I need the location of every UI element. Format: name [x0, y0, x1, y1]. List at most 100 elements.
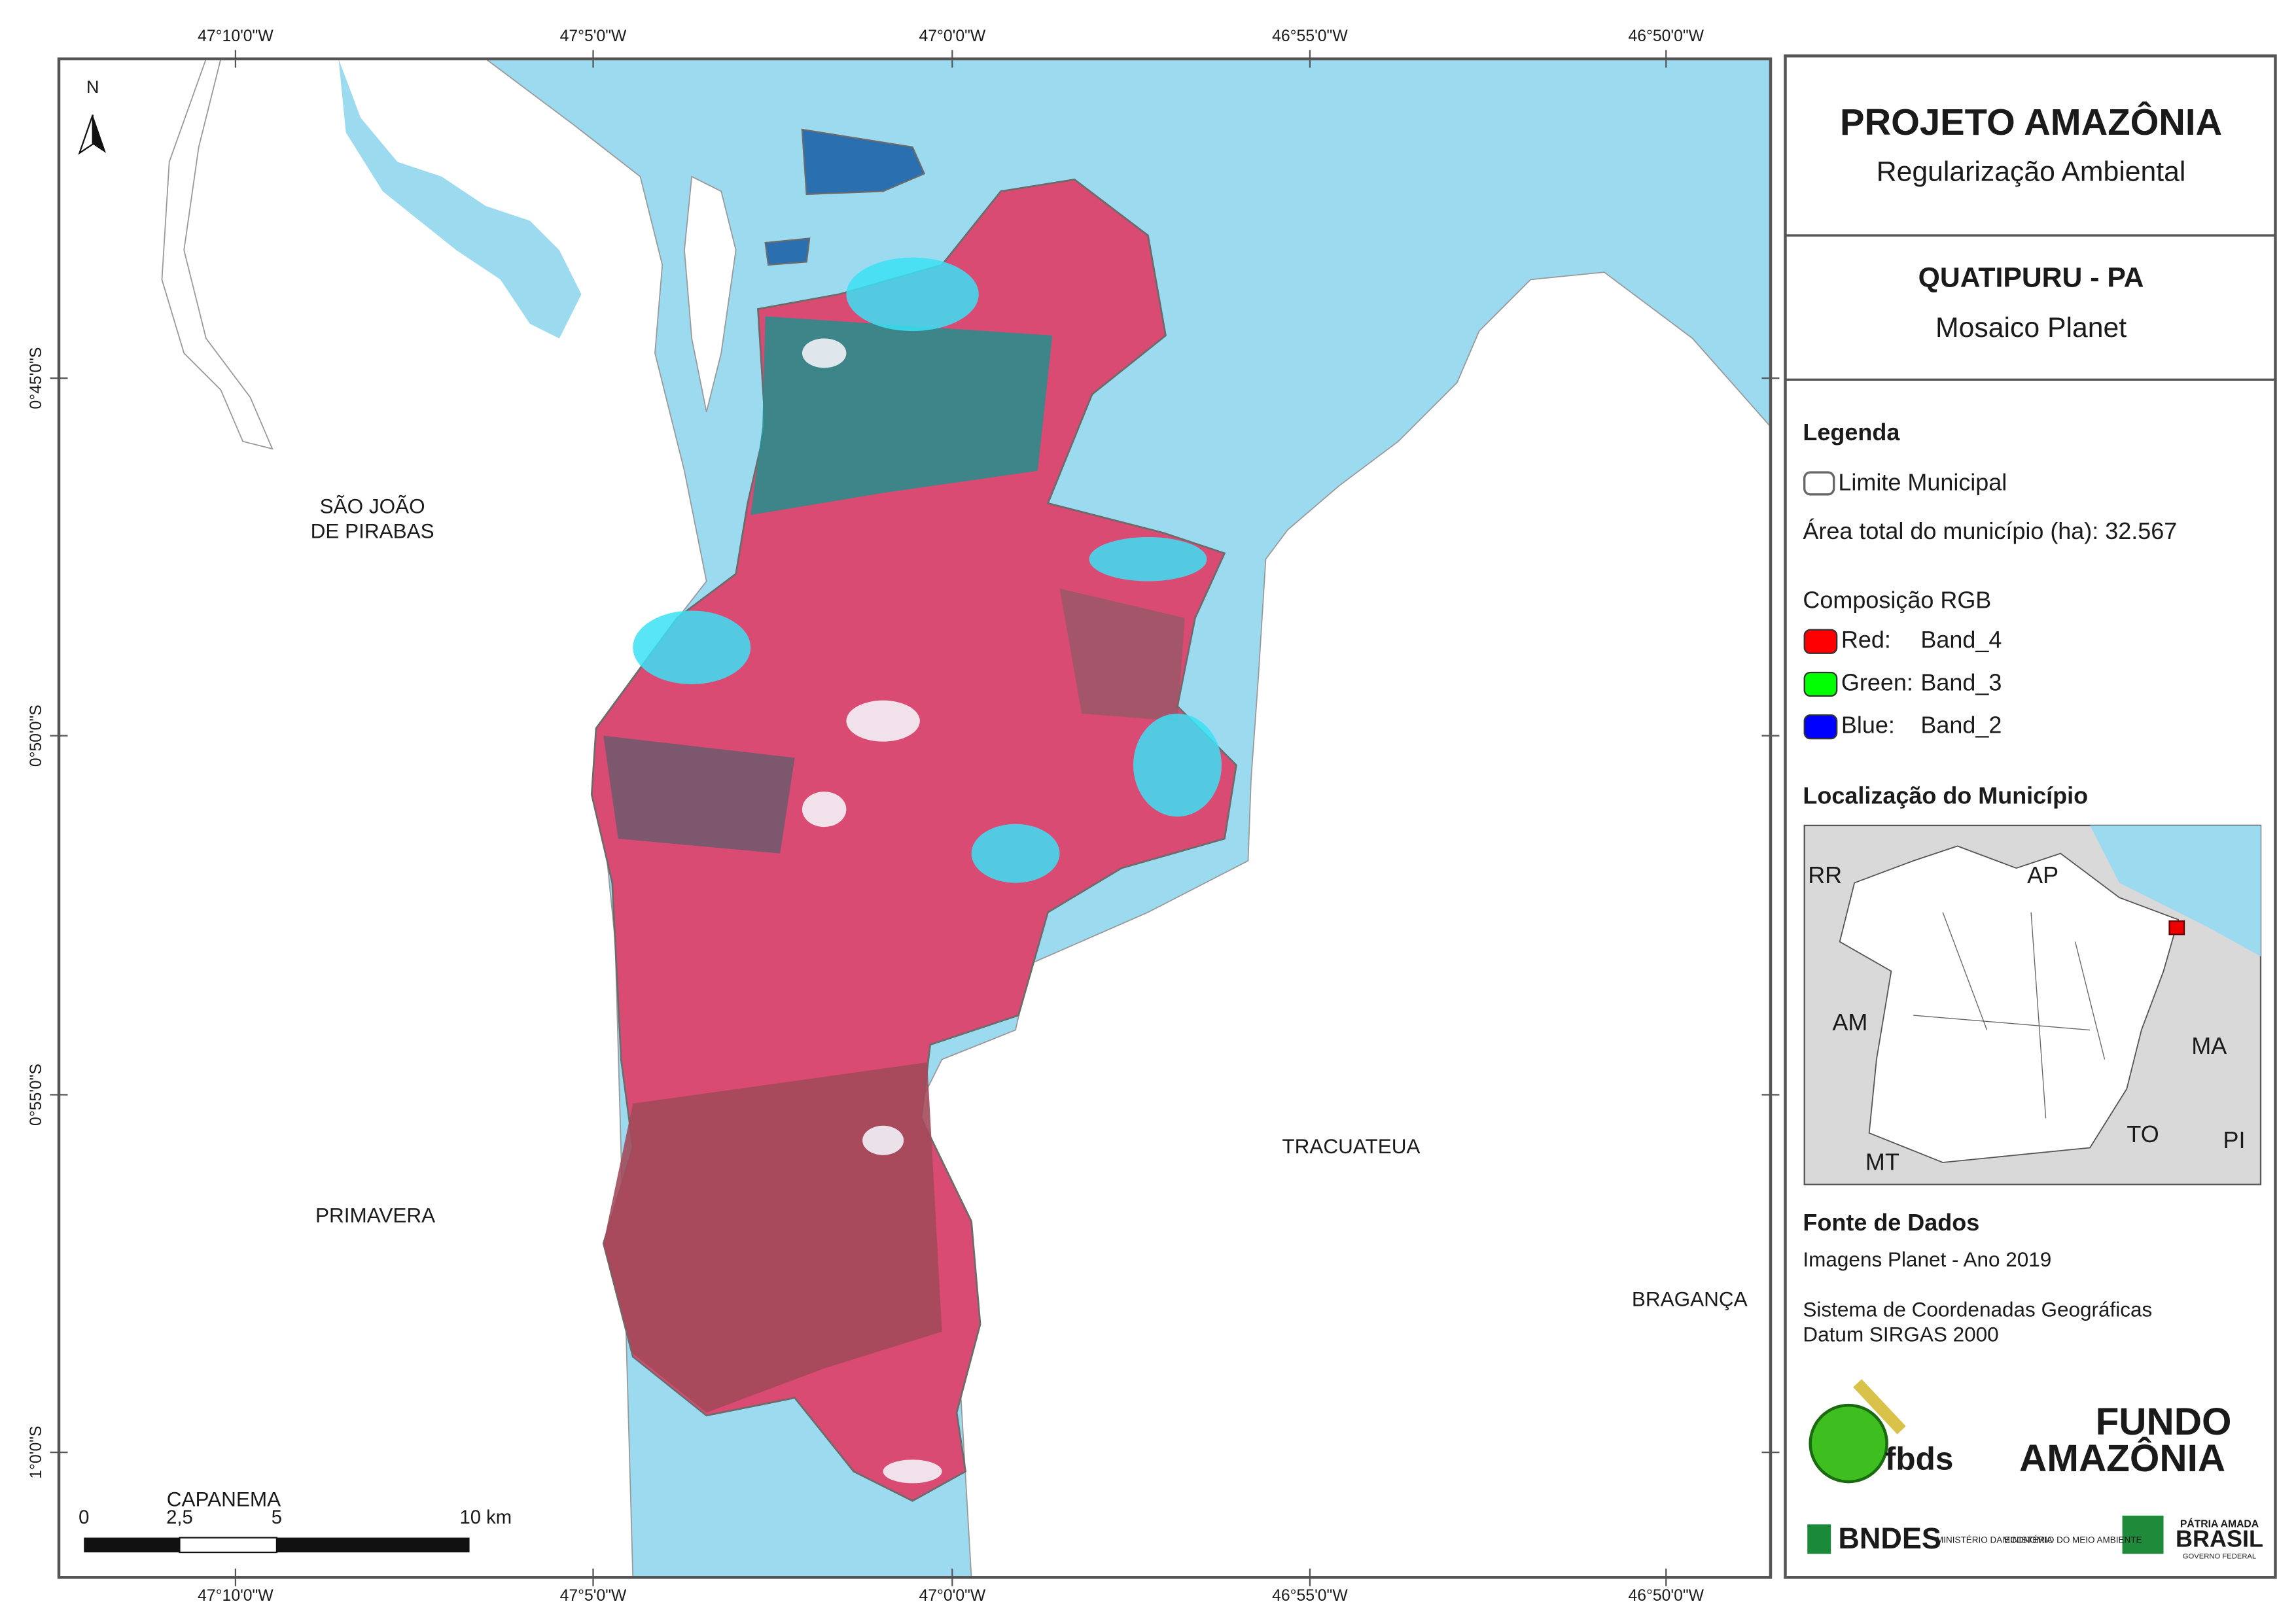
- logo-text: MINISTÉRIO DA ECONOMIA: [1936, 1535, 2053, 1545]
- limit-swatch: [1803, 471, 1835, 496]
- band-label: Green:: [1841, 669, 1913, 695]
- cloud: [846, 700, 920, 742]
- location-inset: [1803, 824, 2262, 1185]
- longitude-label: 47°0'0"W: [919, 1587, 985, 1605]
- longitude-label: 47°0'0"W: [919, 27, 985, 45]
- place-name: SÃO JOÃO: [320, 494, 425, 517]
- state-label: RR: [1808, 862, 1842, 888]
- state-label: MT: [1865, 1149, 1899, 1176]
- latitude-label: 0°45'0"S: [27, 347, 45, 410]
- fbds-logo-bar: [1853, 1379, 1906, 1435]
- brasil-logo: [2122, 1515, 2164, 1554]
- state-label: MA: [2191, 1032, 2227, 1059]
- longitude-label: 46°55'0"W: [1272, 27, 1348, 45]
- logo-text: BNDES: [1838, 1522, 1941, 1555]
- island: [684, 175, 737, 413]
- longitude-label: 47°10'0"W: [198, 27, 274, 45]
- band-label: Red:: [1841, 626, 1891, 653]
- inset-sea: [2090, 825, 2261, 957]
- islet: [764, 237, 811, 266]
- source-text: Datum SIRGAS 2000: [1803, 1323, 1998, 1346]
- panel-title: PROJETO AMAZÔNIA: [1840, 101, 2222, 143]
- water-patch: [633, 610, 751, 684]
- state-label: AP: [2027, 862, 2058, 888]
- logo-text: MINISTÉRIO DO MEIO AMBIENTE: [2003, 1535, 2142, 1545]
- state-label: TO: [2127, 1121, 2159, 1147]
- longitude-label: 46°50'0"W: [1628, 27, 1704, 45]
- place-name: PRIMAVERA: [315, 1204, 435, 1227]
- scene-haze: [603, 735, 795, 854]
- location-title: Localização do Município: [1803, 782, 2088, 809]
- scale-segment: [84, 1537, 180, 1553]
- latitude-label: 1°0'0"S: [27, 1425, 45, 1478]
- panel-subtitle: Regularização Ambiental: [1877, 156, 2186, 188]
- fbds-logo: [1809, 1403, 1888, 1484]
- band-name: Band_4: [1920, 626, 2002, 653]
- latitude-label: 0°50'0"S: [27, 705, 45, 767]
- state-label: PI: [2223, 1126, 2246, 1153]
- north-arrow: [78, 114, 106, 155]
- cloud-patches: [802, 338, 942, 1484]
- scale-label: 2,5: [166, 1507, 193, 1528]
- mosaic-name: Mosaico Planet: [1935, 312, 2127, 343]
- panel-frame: [1784, 54, 2277, 1579]
- islet: [801, 128, 926, 196]
- map-frame: [57, 57, 1773, 1579]
- scale-segment: [179, 1537, 278, 1554]
- scene-grey: [1059, 588, 1185, 722]
- logo-text: GOVERNO FEDERAL: [2183, 1553, 2256, 1561]
- band-swatch: [1803, 671, 1838, 697]
- logo-text: AMAZÔNIA: [2019, 1436, 2225, 1480]
- place-name: BRAGANÇA: [1632, 1287, 1748, 1311]
- legend-limit: Limite Municipal: [1838, 469, 2007, 496]
- cloud: [862, 1125, 904, 1155]
- logo-text: fbds: [1885, 1441, 1953, 1477]
- scale-bar: [84, 1537, 470, 1554]
- sources-title: Fonte de Dados: [1803, 1209, 1979, 1236]
- state-label: AM: [1832, 1009, 1867, 1036]
- legend-title: Legenda: [1803, 419, 1900, 445]
- source-text: Sistema de Coordenadas Geográficas: [1803, 1297, 2152, 1321]
- longitude-label: 46°50'0"W: [1628, 1587, 1704, 1605]
- cloud: [802, 792, 847, 828]
- water-patch: [846, 257, 979, 332]
- water-patch: [1133, 713, 1222, 817]
- longitude-label: 47°10'0"W: [198, 1587, 274, 1605]
- scene-dark: [603, 1062, 942, 1413]
- band-name: Band_2: [1920, 712, 2002, 739]
- scale-label: 0: [79, 1507, 89, 1528]
- rgb-title: Composição RGB: [1803, 586, 1991, 613]
- band-label: Blue:: [1841, 712, 1895, 739]
- inset-boundaries: [1913, 912, 2106, 1119]
- water-patch: [1089, 537, 1207, 582]
- legend-area: Área total do município (ha): 32.567: [1803, 517, 2177, 544]
- cloud: [883, 1459, 942, 1484]
- logo-text: PÁTRIA AMADA: [2180, 1517, 2259, 1529]
- scale-label: 10 km: [459, 1507, 512, 1528]
- longitude-label: 46°55'0"W: [1272, 1587, 1348, 1605]
- scale-segment: [276, 1537, 470, 1553]
- north-label: N: [86, 77, 99, 97]
- north-arrow-right: [92, 114, 106, 153]
- water-patches: [633, 257, 1222, 883]
- water-patch: [971, 824, 1060, 883]
- band-swatch: [1803, 629, 1838, 654]
- municipality-name: QUATIPURU - PA: [1918, 262, 2144, 294]
- place-name: CAPANEMA: [167, 1488, 281, 1511]
- band-name: Band_3: [1920, 669, 2002, 695]
- frame-ticks: [50, 50, 1780, 1586]
- scale-label: 5: [272, 1507, 282, 1528]
- longitude-label: 47°5'0"W: [560, 1587, 627, 1605]
- labels: 47°10'0"W 47°10'0"W 47°5'0"W 47°5'0"W 47°0'0…: [27, 27, 2263, 1605]
- source-text: Imagens Planet - Ano 2019: [1803, 1248, 2051, 1271]
- west-river: [338, 58, 582, 339]
- latitude-label: 0°55'0"S: [27, 1064, 45, 1126]
- inset-para: [1839, 845, 2180, 1163]
- place-name: TRACUATEUA: [1282, 1134, 1420, 1158]
- side-panel: [1784, 54, 2277, 1579]
- band-swatch: [1803, 714, 1838, 740]
- logo-text: BRASIL: [2176, 1526, 2263, 1552]
- bndes-logo: [1807, 1524, 1831, 1554]
